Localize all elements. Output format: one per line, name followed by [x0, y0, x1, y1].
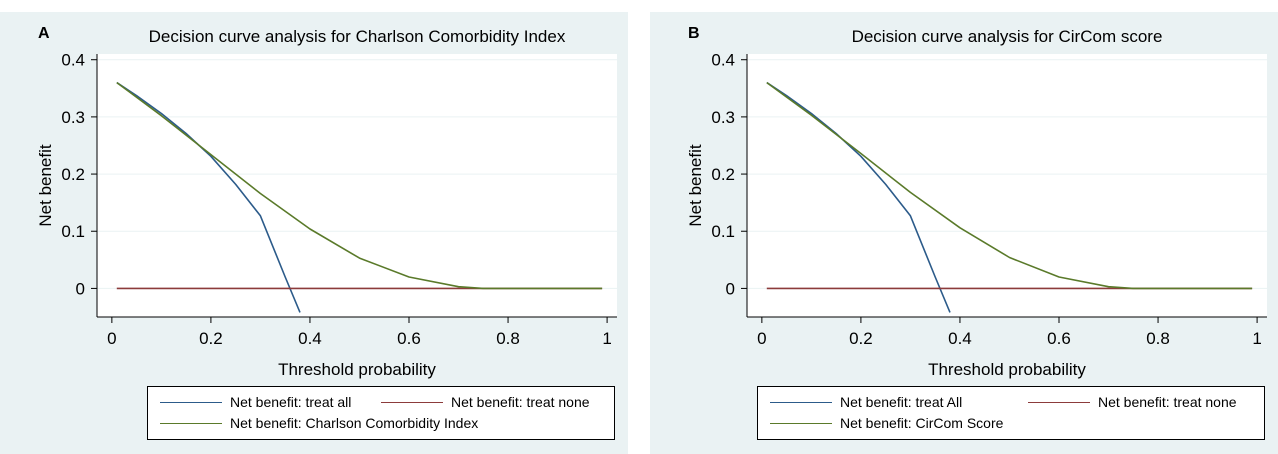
legend-swatch	[381, 401, 443, 403]
series-line	[116, 81, 301, 313]
y-axis-label: Net benefit	[36, 144, 55, 226]
chart-title: Decision curve analysis for CirCom score	[852, 27, 1163, 46]
y-tick-label: 0	[76, 279, 85, 298]
plot-area	[97, 54, 617, 317]
y-tick-label: 0	[726, 279, 735, 298]
legend-label: Net benefit: treat All	[840, 394, 963, 410]
panel-label: A	[38, 25, 50, 42]
y-tick-label: 0.3	[61, 108, 85, 127]
chart-a-svg: 0 0.1 0.2 0.3 0.4 0 0.2 0.4 0.6 0.8 1 Decision curv…	[36, 25, 617, 379]
y-tick-label: 0.1	[61, 222, 85, 241]
x-axis-label: Threshold probability	[278, 360, 436, 379]
x-tick-label: 1	[602, 329, 611, 348]
x-tick-label: 0.2	[849, 329, 873, 348]
legend-label: Net benefit: Charlson Comorbidity Index	[230, 415, 479, 431]
legend-item: Net benefit: treat none	[1028, 394, 1237, 410]
legend-swatch	[160, 422, 222, 424]
legend-label: Net benefit: treat all	[230, 394, 352, 410]
x-tick-label: 0.6	[1047, 329, 1071, 348]
panel-label: B	[688, 25, 700, 42]
series-line	[116, 81, 603, 290]
x-tick-label: 0.6	[397, 329, 421, 348]
x-tick-label: 0	[107, 329, 116, 348]
legend-label: Net benefit: treat none	[1098, 394, 1237, 410]
x-tick-label: 1	[1252, 329, 1261, 348]
chart-panel-b: 0 0.1 0.2 0.3 0.4 0 0.2 0.4 0.6 0.8 1 Decision curv…	[650, 12, 1278, 454]
x-axis-label: Threshold probability	[928, 360, 1086, 379]
legend-item: Net benefit: CirCom Score	[770, 415, 1003, 431]
x-tick-label: 0	[757, 329, 766, 348]
legend-item: Net benefit: treat all	[160, 394, 351, 410]
plot-area	[747, 54, 1267, 317]
legend-swatch	[1028, 401, 1090, 403]
x-tick-label: 0.8	[496, 329, 520, 348]
chart-b-svg: 0 0.1 0.2 0.3 0.4 0 0.2 0.4 0.6 0.8 1 Decision curv…	[686, 25, 1267, 379]
legend-item: Net benefit: Charlson Comorbidity Index	[160, 415, 478, 431]
legend-swatch	[770, 401, 832, 403]
y-tick-label: 0.4	[711, 51, 735, 70]
legend-item: Net benefit: treat none	[381, 394, 590, 410]
legend-label: Net benefit: treat none	[451, 394, 590, 410]
x-tick-label: 0.2	[199, 329, 223, 348]
y-axis-label: Net benefit	[686, 144, 705, 226]
legend-b: Net benefit: treat All Net benefit: trea…	[757, 386, 1265, 440]
series-line	[766, 81, 951, 313]
legend-item: Net benefit: treat All	[770, 394, 962, 410]
y-tick-label: 0.4	[61, 51, 85, 70]
y-tick-label: 0.3	[711, 108, 735, 127]
series-line	[766, 81, 1253, 290]
x-tick-label: 0.8	[1146, 329, 1170, 348]
legend-swatch	[770, 422, 832, 424]
y-tick-label: 0.2	[711, 165, 735, 184]
y-tick-label: 0.1	[711, 222, 735, 241]
legend-a: Net benefit: treat all Net benefit: trea…	[147, 386, 615, 440]
x-tick-label: 0.4	[298, 329, 322, 348]
chart-title: Decision curve analysis for Charlson Com…	[149, 27, 566, 46]
x-tick-label: 0.4	[948, 329, 972, 348]
chart-panel-a: 0 0.1 0.2 0.3 0.4 0 0.2 0.4 0.6 0.8 1 Decision curv…	[0, 12, 628, 454]
legend-swatch	[160, 401, 222, 403]
legend-label: Net benefit: CirCom Score	[840, 415, 1004, 431]
y-tick-label: 0.2	[61, 165, 85, 184]
